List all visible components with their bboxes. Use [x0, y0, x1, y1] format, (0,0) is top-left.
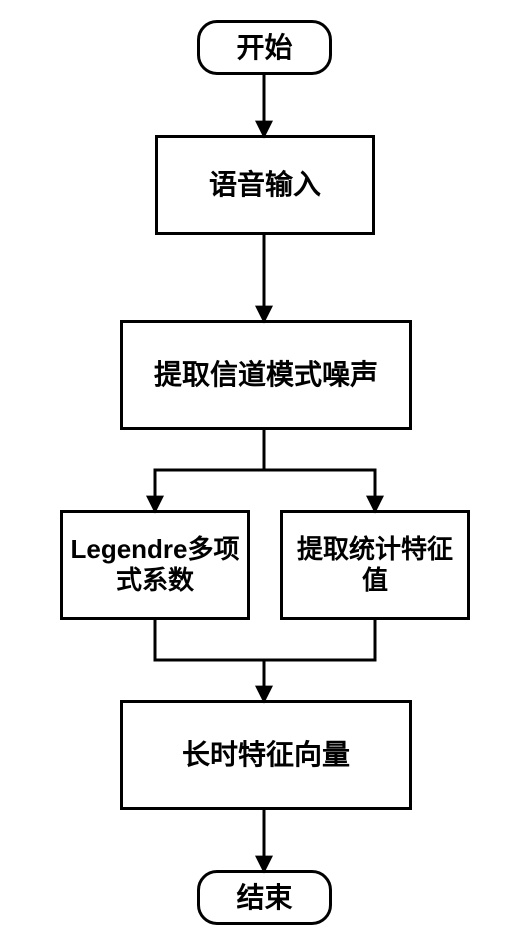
node-label-start: 开始	[230, 31, 298, 65]
node-input: 语音输入	[155, 135, 375, 235]
flowchart-canvas: 开始语音输入提取信道模式噪声 Legendre多项式系数提取统计特征值长时特征向量…	[0, 0, 529, 943]
node-label-extract: 提取信道模式噪声	[148, 358, 384, 392]
node-label-end: 结束	[230, 881, 298, 915]
node-label-input: 语音输入	[203, 168, 327, 202]
node-label-stats: 提取统计特征值	[283, 534, 467, 596]
node-stats: 提取统计特征值	[280, 510, 470, 620]
node-extract: 提取信道模式噪声	[120, 320, 412, 430]
node-vector: 长时特征向量	[120, 700, 412, 810]
node-end: 结束	[197, 870, 332, 925]
node-start: 开始	[197, 20, 332, 75]
node-label-legendre: Legendre多项式系数	[63, 534, 247, 596]
node-label-vector: 长时特征向量	[176, 738, 356, 772]
node-legendre: Legendre多项式系数	[60, 510, 250, 620]
